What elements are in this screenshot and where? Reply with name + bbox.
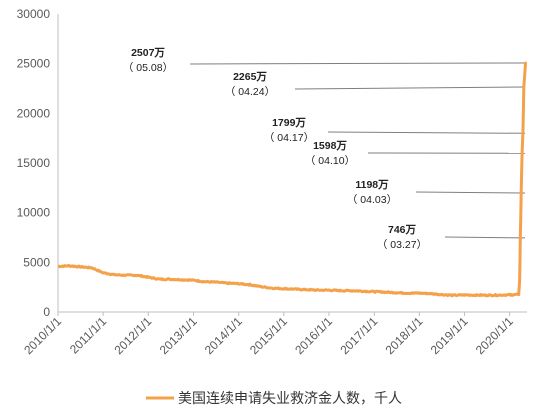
y-tick-label: 25000 bbox=[17, 57, 51, 71]
y-tick-label: 30000 bbox=[17, 7, 51, 21]
annotation-leader-line bbox=[327, 131, 526, 134]
annotation-leader-line bbox=[189, 62, 526, 65]
y-tick-label: 10000 bbox=[17, 206, 51, 220]
annotation-value: 1198万 bbox=[355, 179, 389, 191]
annotation-date: （ 05.08） bbox=[123, 62, 173, 74]
annotation-leader-line bbox=[444, 236, 526, 239]
annotation-date: （ 04.03） bbox=[347, 194, 397, 206]
x-tick-label: 2013/1/1 bbox=[157, 314, 200, 357]
x-tick-label: 2010/1/1 bbox=[21, 314, 64, 357]
legend-label: 美国连续申请失业救济金人数，千人 bbox=[178, 390, 402, 406]
x-tick-label: 2020/1/1 bbox=[473, 314, 516, 357]
annotation-value: 746万 bbox=[388, 224, 417, 236]
annotation-leader-line bbox=[294, 86, 526, 90]
annotation-value: 1598万 bbox=[313, 140, 347, 152]
annotation-leader-line bbox=[415, 191, 526, 194]
annotation-value: 2265万 bbox=[233, 71, 267, 83]
series-line bbox=[57, 61, 528, 298]
x-tick-label: 2018/1/1 bbox=[383, 314, 426, 357]
annotation-date: （ 03.27） bbox=[377, 239, 427, 251]
x-tick-label: 2012/1/1 bbox=[111, 314, 154, 357]
x-tick-label: 2017/1/1 bbox=[337, 314, 380, 357]
x-tick-label: 2016/1/1 bbox=[292, 314, 335, 357]
y-tick-label: 5000 bbox=[23, 255, 50, 269]
x-tick-label: 2015/1/1 bbox=[247, 314, 290, 357]
y-tick-label: 15000 bbox=[17, 156, 51, 170]
annotation-date: （ 04.24） bbox=[225, 86, 275, 98]
annotation-date: （ 04.10） bbox=[305, 155, 355, 167]
x-tick-label: 2019/1/1 bbox=[428, 314, 471, 357]
annotation-value: 2507万 bbox=[131, 47, 165, 59]
annotation-date: （ 04.17） bbox=[264, 132, 314, 144]
x-tick-label: 2011/1/1 bbox=[67, 314, 110, 357]
y-tick-label: 0 bbox=[43, 305, 50, 319]
y-tick-label: 20000 bbox=[17, 106, 51, 120]
x-tick-label: 2014/1/1 bbox=[202, 314, 245, 357]
annotation-value: 1799万 bbox=[272, 117, 306, 129]
